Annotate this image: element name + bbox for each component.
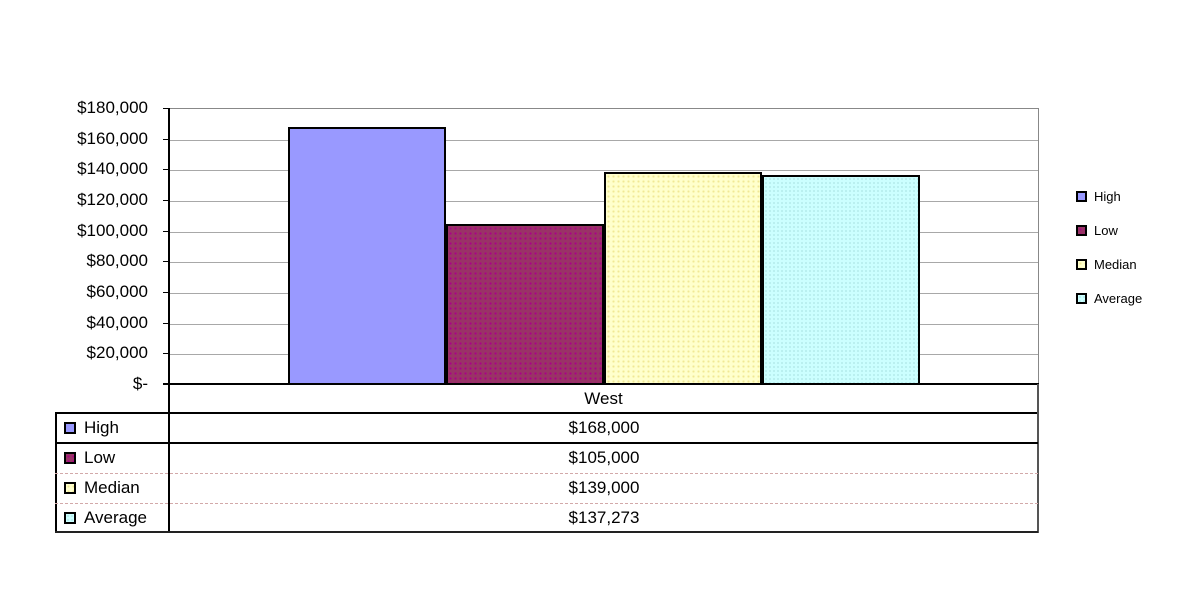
median-key-swatch-icon — [64, 482, 76, 494]
table-key-cell-high: High — [57, 413, 168, 443]
y-axis-tick-mark — [163, 323, 170, 324]
gridline — [170, 140, 1038, 141]
legend-label: Low — [1094, 222, 1118, 238]
data-table-category-header: West — [170, 384, 1038, 413]
table-key-cell-average: Average — [57, 503, 168, 533]
y-axis-tick-mark — [163, 139, 170, 140]
legend: High Low Median Average — [1076, 189, 1142, 325]
y-axis-tick-mark — [163, 292, 170, 293]
table-series-label: Average — [84, 508, 148, 527]
y-axis-tick-label: $180,000 — [77, 98, 148, 117]
table-value-cell: $105,000 — [568, 448, 640, 467]
table-series-label: High — [84, 418, 119, 437]
gridline — [170, 170, 1038, 171]
legend-label: Median — [1094, 256, 1137, 272]
table-value-cell: $168,000 — [568, 418, 640, 437]
table-value-cell: $139,000 — [568, 478, 640, 497]
table-series-label: Median — [84, 478, 140, 497]
high-legend-swatch-icon — [1076, 190, 1087, 202]
y-axis-tick-label: $160,000 — [77, 128, 148, 148]
y-axis-tick-label: $120,000 — [77, 190, 148, 209]
table-key-cell-low: Low — [57, 443, 168, 473]
high-key-swatch-icon — [64, 422, 76, 434]
legend-label: High — [1094, 188, 1121, 204]
y-axis-tick-mark — [163, 384, 170, 385]
table-key-cell-median: Median — [57, 473, 168, 503]
legend-item-low: Low — [1076, 222, 1142, 238]
bar-median — [604, 172, 762, 385]
table-series-label: Low — [84, 448, 116, 467]
y-axis-tick-label: $140,000 — [77, 159, 148, 179]
legend-label: Average — [1094, 290, 1143, 306]
y-axis-tick-mark — [163, 353, 170, 354]
average-legend-swatch-icon — [1076, 292, 1087, 304]
average-key-swatch-icon — [64, 512, 76, 524]
y-axis-tick-mark — [163, 200, 170, 201]
y-axis-tick-label: $- — [132, 374, 148, 393]
legend-item-high: High — [1076, 188, 1142, 204]
legend-item-median: Median — [1076, 256, 1142, 272]
y-axis-tick-mark — [163, 169, 170, 170]
y-axis-tick-label: $80,000 — [86, 251, 148, 271]
y-axis-tick-label: $40,000 — [86, 312, 148, 332]
bar-high — [288, 127, 446, 385]
y-axis-tick-mark — [163, 231, 170, 232]
y-axis-tick-mark — [163, 108, 170, 109]
y-axis-line — [168, 108, 170, 384]
legend-item-average: Average — [1076, 290, 1143, 306]
y-axis-tick-label: $100,000 — [77, 220, 148, 240]
table-header-separator — [55, 412, 1038, 414]
y-axis-tick-label: $60,000 — [86, 282, 148, 301]
table-bottom-border — [55, 531, 1038, 533]
table-right-border — [1037, 384, 1039, 533]
low-key-swatch-icon — [64, 452, 76, 464]
bar-average — [762, 175, 920, 385]
table-value-cell: $137,273 — [568, 508, 640, 527]
table-row-separator — [55, 503, 1038, 504]
table-column-divider — [168, 384, 170, 533]
table-row-separator — [55, 442, 1038, 444]
y-axis-tick-mark — [163, 261, 170, 262]
x-axis-line — [163, 383, 1039, 385]
y-axis-tick-label: $20,000 — [86, 343, 148, 363]
median-legend-swatch-icon — [1076, 258, 1087, 270]
table-row-separator — [55, 473, 1038, 474]
low-legend-swatch-icon — [1076, 224, 1087, 236]
bar-low — [446, 224, 604, 385]
plot-area — [170, 108, 1039, 385]
